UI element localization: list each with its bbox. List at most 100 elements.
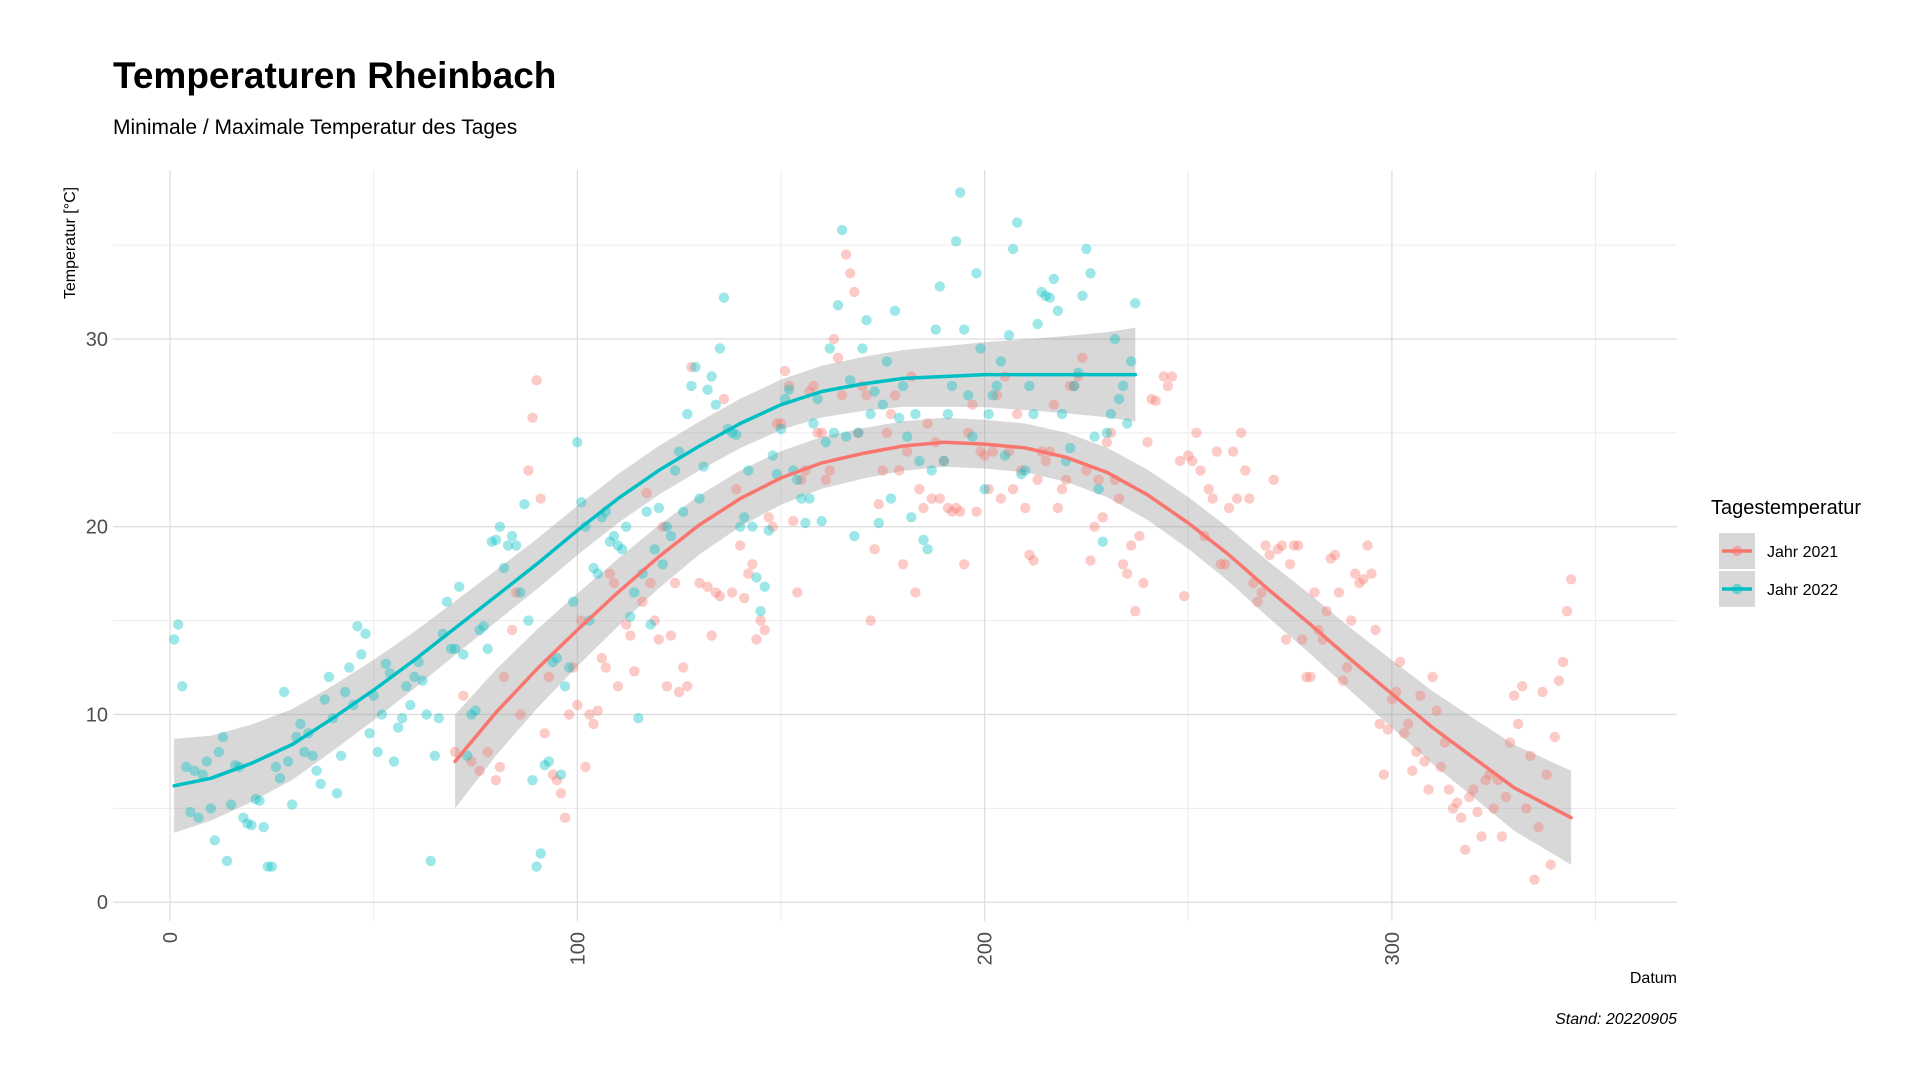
data-point [201, 756, 212, 767]
data-point [743, 568, 754, 579]
data-point [1504, 737, 1516, 748]
data-point [340, 686, 351, 698]
data-point [608, 530, 620, 542]
data-point [743, 465, 754, 476]
data-point [1097, 536, 1108, 547]
data-point [731, 484, 742, 495]
data-point [836, 224, 848, 236]
data-point [889, 305, 901, 316]
data-point [983, 408, 994, 420]
data-point [877, 465, 888, 476]
data-point [1003, 330, 1015, 341]
data-point [287, 799, 298, 810]
data-point [963, 390, 974, 401]
data-point [1138, 577, 1149, 589]
data-point [661, 681, 673, 692]
data-point [979, 450, 990, 461]
data-point [987, 390, 998, 401]
data-point [1240, 465, 1251, 476]
data-point [1346, 615, 1357, 626]
data-point [938, 455, 950, 467]
data-point [1443, 784, 1455, 795]
data-point [572, 437, 583, 448]
data-point [1016, 465, 1027, 476]
data-point [1394, 656, 1406, 668]
data-point [1337, 675, 1349, 686]
data-point [323, 671, 335, 683]
data-point [474, 765, 485, 776]
data-points [168, 187, 1577, 885]
data-point [539, 760, 550, 771]
data-point [1215, 559, 1227, 570]
data-point [209, 835, 220, 846]
data-point [783, 384, 795, 395]
data-point [564, 662, 575, 673]
data-point [307, 750, 318, 761]
data-point [747, 559, 758, 570]
data-point [678, 662, 689, 673]
data-point [1288, 540, 1300, 551]
data-point [812, 427, 823, 438]
data-point [1081, 243, 1092, 255]
data-point [714, 343, 726, 354]
data-point [967, 399, 978, 410]
data-point [555, 788, 567, 799]
data-point [1195, 465, 1206, 476]
data-point [902, 431, 913, 442]
data-point [356, 649, 367, 660]
data-point [1305, 671, 1316, 683]
data-point [250, 793, 261, 805]
data-point [853, 427, 864, 438]
y-tick-label: 20 [86, 517, 108, 539]
data-point [1549, 731, 1561, 743]
data-point [559, 681, 571, 692]
data-point [1122, 418, 1133, 429]
data-point [1333, 587, 1345, 598]
data-point [1187, 455, 1198, 467]
data-point [828, 427, 840, 438]
x-tick-label: 100 [567, 932, 589, 965]
data-point [1325, 553, 1337, 564]
data-point [661, 521, 673, 532]
data-point [657, 559, 668, 570]
data-point [682, 408, 693, 420]
data-point [515, 587, 526, 598]
data-point [547, 769, 559, 780]
data-point [1362, 540, 1373, 551]
smooth-line-series-0 [453, 440, 1573, 820]
data-point [600, 662, 611, 673]
data-point [1521, 803, 1532, 814]
confidence-ribbons [174, 327, 1572, 865]
data-point [1032, 474, 1043, 485]
data-point [893, 465, 905, 476]
data-point [893, 412, 905, 423]
data-point [946, 506, 958, 517]
data-point [1447, 803, 1459, 814]
data-point [181, 761, 192, 773]
data-point [739, 592, 750, 604]
data-point [1272, 544, 1284, 555]
data-point [1280, 634, 1292, 645]
data-point [213, 746, 225, 758]
data-point [584, 709, 595, 720]
data-point [498, 562, 510, 574]
data-point [449, 643, 461, 654]
data-point [397, 713, 408, 724]
data-point [1529, 874, 1540, 885]
data-point [466, 709, 477, 720]
data-point [527, 412, 538, 423]
data-point [1472, 806, 1483, 818]
data-point [1105, 427, 1117, 438]
data-point [1077, 352, 1088, 363]
data-point [1207, 493, 1218, 504]
data-point [922, 544, 933, 555]
x-tick-label: 200 [975, 932, 997, 965]
x-tick-label: 0 [160, 932, 182, 943]
data-point [832, 300, 844, 311]
data-point [625, 630, 636, 641]
data-point [1419, 756, 1430, 767]
data-point [588, 718, 599, 730]
data-point [1007, 243, 1019, 255]
data-point [869, 386, 880, 397]
data-point [629, 587, 640, 598]
